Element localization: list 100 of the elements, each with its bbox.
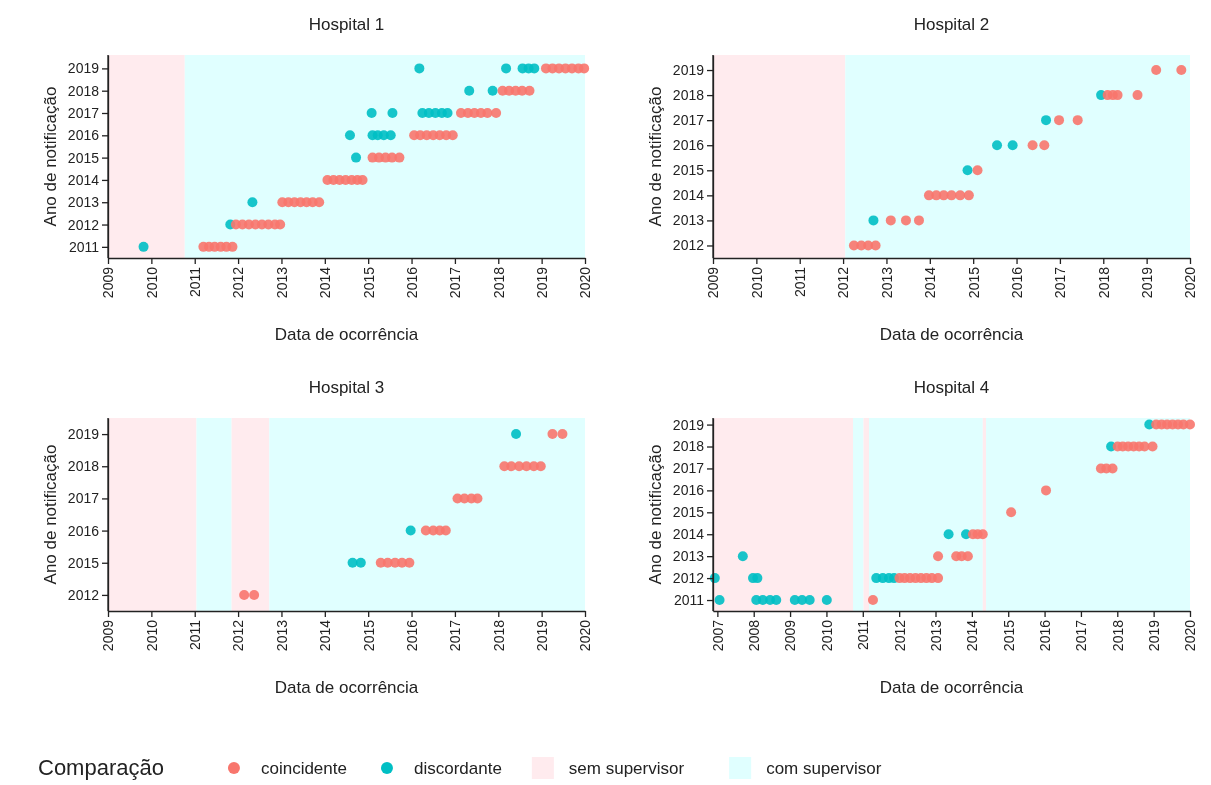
point [1072,115,1083,126]
x-tick-label: 2018 [490,266,507,299]
x-tick-label: 2011 [792,266,809,298]
point [737,551,748,562]
y-tick-label: 2012 [67,586,100,603]
y-tick-label: 2018 [67,82,100,99]
point [962,551,973,562]
point [821,595,832,606]
point [524,85,535,96]
x-tick-label: 2014 [922,266,939,299]
y-tick-label: 2015 [67,554,100,571]
x-tick-label: 2015 [965,266,982,299]
point [977,529,988,540]
point [529,63,540,74]
point [452,493,463,504]
chart-title: Hospital 4 [913,378,990,397]
point [387,108,398,118]
y-tick-label: 2011 [673,592,705,609]
point [943,529,954,540]
point [357,174,368,185]
y-tick-label: 2018 [67,458,100,475]
x-axis-title: Data de ocorrência [879,678,1024,697]
x-tick-label: 2020 [577,619,594,652]
x-tick-label: 2019 [534,266,551,299]
point [511,429,522,440]
x-tick-label: 2020 [1182,266,1199,299]
point [414,63,425,74]
point [442,108,453,118]
point [239,589,250,600]
y-tick-label: 2014 [672,526,705,543]
x-tick-label: 2015 [360,619,377,652]
x-tick-label: 2017 [1073,619,1090,652]
y-tick-label: 2016 [672,137,705,154]
x-tick-label: 2018 [1109,619,1126,652]
x-tick-label: 2011 [855,619,872,651]
chart-title: Hospital 3 [308,378,385,397]
point [962,165,973,176]
point [375,557,386,568]
x-tick-label: 2012 [230,266,247,299]
y-tick-label: 2019 [67,426,100,443]
x-tick-label: 2018 [490,619,507,652]
x-tick-label: 2019 [534,619,551,652]
y-tick-label: 2017 [672,112,705,129]
x-tick-label: 2016 [1036,619,1053,652]
point [579,63,590,74]
x-tick-label: 2013 [927,619,944,652]
x-tick-label: 2011 [187,266,204,298]
point [405,525,416,536]
y-tick-label: 2014 [672,187,705,204]
chart-title: Hospital 2 [913,15,990,34]
point [900,215,911,226]
point [1132,90,1143,101]
x-axis-title: Data de ocorrência [274,678,419,697]
legend-label: com supervisor [766,759,882,778]
point [138,241,149,252]
point [933,573,944,584]
x-tick-label: 2012 [891,619,908,652]
point [963,190,974,201]
point [1027,140,1038,151]
y-tick-label: 2015 [672,162,705,179]
point [1041,115,1052,126]
point [752,573,763,584]
y-tick-label: 2013 [67,194,100,211]
legend-label: sem supervisor [568,759,685,778]
point [946,190,957,201]
point [344,130,355,141]
y-tick-label: 2014 [67,171,100,188]
point [1007,140,1018,151]
y-axis-title: Ano de notificação [41,444,60,585]
y-tick-label: 2012 [67,216,100,233]
x-tick-label: 2015 [360,266,377,299]
point [714,595,725,606]
point [771,595,782,606]
point [482,108,493,118]
point [1185,419,1195,430]
x-tick-label: 2016 [403,266,420,299]
point [972,165,983,176]
point [1041,485,1052,496]
x-tick-label: 2010 [143,266,160,299]
point [347,557,358,568]
point [804,595,815,606]
x-tick-label: 2013 [878,266,895,299]
x-tick-label: 2014 [317,266,334,299]
x-tick-label: 2020 [1182,619,1199,652]
point [385,130,396,141]
x-tick-label: 2020 [577,266,594,299]
y-tick-label: 2019 [67,60,100,77]
y-tick-label: 2017 [67,490,100,507]
x-tick-label: 2016 [1008,266,1025,299]
chart-title: Hospital 1 [308,15,385,34]
point [992,140,1003,151]
point [870,240,881,251]
point [867,595,878,606]
y-tick-label: 2012 [672,570,705,587]
y-tick-label: 2012 [672,237,705,254]
y-tick-label: 2015 [67,149,100,166]
point [547,429,558,440]
y-tick-label: 2016 [672,482,705,499]
point [394,152,405,163]
point [1039,140,1050,151]
